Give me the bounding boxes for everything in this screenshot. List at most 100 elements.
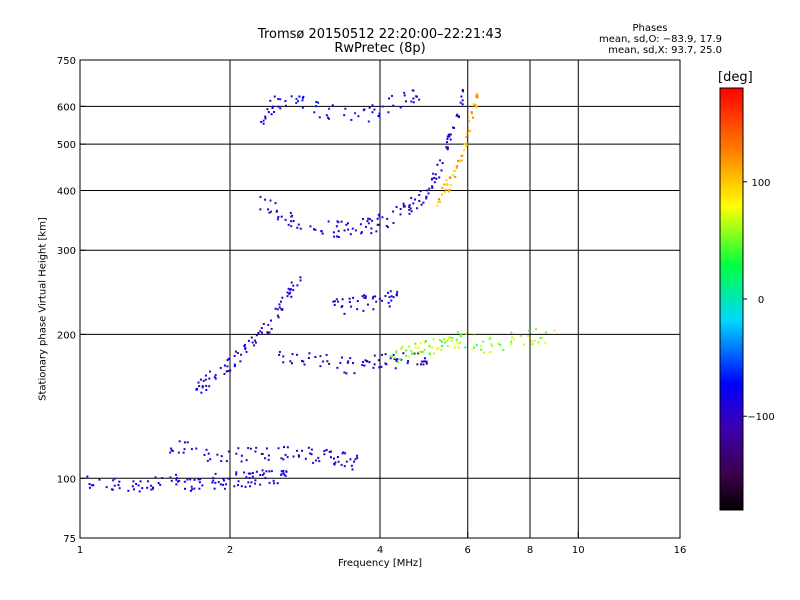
x-tick-label: 10: [572, 545, 585, 556]
echo-point: [198, 487, 201, 490]
echo-point: [403, 91, 406, 94]
echo-point: [282, 469, 285, 472]
echo-point: [392, 355, 395, 358]
echo-point: [310, 448, 313, 451]
chart-subtitle: RwPretec (8p): [334, 41, 426, 56]
echo-point: [337, 460, 340, 463]
echo-point: [432, 352, 435, 355]
echo-point: [531, 343, 534, 346]
echo-point: [233, 365, 236, 368]
echo-point: [433, 176, 436, 179]
echo-point: [412, 351, 415, 354]
echo-point: [415, 95, 418, 98]
echo-point: [268, 470, 271, 473]
echo-point: [364, 295, 367, 298]
echo-point: [362, 109, 365, 112]
echo-point: [190, 485, 193, 488]
echo-point: [225, 460, 228, 463]
echo-point: [259, 208, 262, 211]
echo-point: [364, 359, 367, 362]
echo-point: [226, 365, 229, 368]
echo-point: [273, 95, 276, 98]
echo-point: [289, 288, 292, 291]
echo-point: [405, 100, 408, 103]
echo-point: [351, 227, 354, 230]
echo-point: [410, 352, 413, 355]
echo-point: [98, 478, 101, 481]
echo-point: [266, 332, 269, 335]
echo-point: [343, 114, 346, 117]
echo-point: [286, 446, 289, 449]
echo-point: [301, 359, 304, 362]
echo-point: [301, 449, 304, 452]
echo-point: [408, 212, 411, 215]
echo-point: [509, 342, 512, 345]
echo-point: [308, 352, 311, 355]
echo-point: [441, 162, 444, 165]
echo-point: [410, 196, 413, 199]
echo-point: [353, 460, 356, 463]
echo-point: [292, 284, 295, 287]
echo-point: [243, 344, 246, 347]
colorbar-tick-label: 100: [751, 178, 770, 189]
echo-point: [222, 477, 225, 480]
echo-point: [282, 446, 285, 449]
echo-point: [264, 115, 267, 118]
echo-point: [279, 300, 282, 303]
echo-point: [290, 295, 293, 298]
echo-point: [455, 166, 458, 169]
echo-point: [284, 100, 287, 103]
echo-point: [251, 341, 254, 344]
echo-point: [262, 472, 265, 475]
echo-point: [310, 453, 313, 456]
echo-point: [361, 364, 364, 367]
echo-point: [422, 363, 425, 366]
echo-point: [386, 291, 389, 294]
echo-point: [296, 226, 299, 229]
echo-point: [327, 220, 330, 223]
echo-point: [268, 211, 271, 214]
echo-point: [437, 201, 440, 204]
echo-point: [237, 480, 240, 483]
echo-point: [279, 98, 282, 101]
echo-point: [370, 227, 373, 230]
echo-point: [315, 459, 318, 462]
echo-point: [295, 101, 298, 104]
echo-point: [261, 473, 264, 476]
echo-point: [224, 364, 227, 367]
echo-point: [217, 481, 220, 484]
echo-point: [195, 388, 198, 391]
echo-point: [205, 448, 208, 451]
echo-point: [372, 295, 375, 298]
echo-point: [270, 113, 273, 116]
echo-point: [371, 297, 374, 300]
echo-point: [88, 483, 91, 486]
echo-point: [471, 348, 474, 351]
echo-point: [425, 197, 428, 200]
echo-point: [395, 359, 398, 362]
echo-point: [465, 136, 468, 139]
echo-point: [208, 385, 211, 388]
echo-point: [414, 198, 417, 201]
echo-point: [223, 479, 226, 482]
echo-point: [307, 446, 310, 449]
echo-point: [446, 146, 449, 149]
echo-point: [441, 345, 444, 348]
echo-point: [445, 146, 448, 149]
echo-point: [284, 453, 287, 456]
echo-point: [277, 447, 280, 450]
echo-point: [117, 484, 120, 487]
echo-point: [282, 472, 285, 475]
echo-point: [270, 327, 273, 330]
echo-point: [387, 111, 390, 114]
echo-point: [268, 331, 271, 334]
echo-point: [191, 488, 194, 491]
echo-point: [461, 88, 464, 91]
echo-point: [212, 477, 215, 480]
echo-point: [408, 345, 411, 348]
echo-point: [375, 230, 378, 233]
echo-point: [183, 441, 186, 444]
echo-point: [475, 344, 478, 347]
echo-point: [328, 450, 331, 453]
